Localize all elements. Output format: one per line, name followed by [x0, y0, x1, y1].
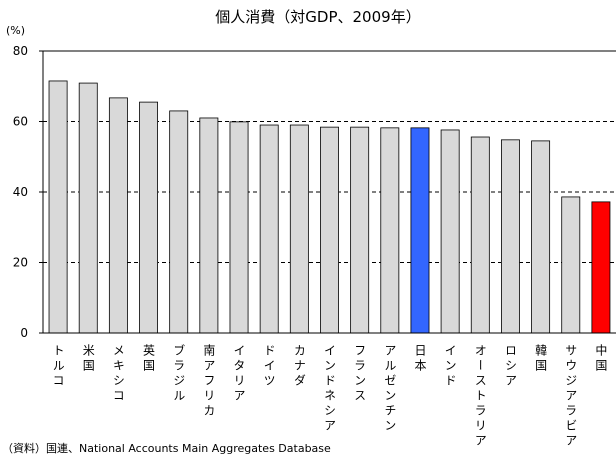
- bar: [199, 117, 219, 334]
- y-tick-label: 0: [20, 326, 28, 340]
- x-tick-label: インドネシア: [323, 344, 337, 434]
- bar: [139, 101, 159, 334]
- bar: [410, 127, 430, 334]
- x-tick-label: 英国: [142, 344, 156, 374]
- bar: [350, 126, 370, 334]
- bar: [108, 97, 128, 334]
- x-tick-label: メキシコ: [111, 344, 125, 404]
- y-tick-label: 20: [13, 256, 28, 270]
- bar: [440, 129, 460, 334]
- bar: [78, 82, 98, 334]
- bar: [380, 127, 400, 334]
- bar: [591, 201, 611, 334]
- x-tick-label: カナダ: [292, 344, 306, 389]
- x-tick-label: フランス: [353, 344, 367, 404]
- x-tick-label: 中国: [594, 343, 608, 374]
- source-note: （資料）国連、National Accounts Main Aggregates…: [2, 441, 331, 455]
- x-tick-label: アルゼンチン: [383, 344, 397, 434]
- bar: [289, 124, 309, 334]
- x-tick-label: 南アフリカ: [202, 343, 216, 419]
- x-tick-label: トルコ: [51, 344, 65, 389]
- bar: [500, 139, 520, 334]
- x-tick-label: 日本: [413, 344, 427, 374]
- bar: [531, 140, 551, 334]
- x-tick-label: インド: [443, 344, 457, 389]
- y-tick-label: 80: [13, 44, 28, 58]
- x-tick-label: ブラジル: [172, 343, 186, 404]
- bar: [48, 80, 68, 334]
- x-tick-label: オーストラリア: [473, 344, 487, 449]
- x-tick-label: サウジアラビア: [564, 344, 578, 449]
- bar: [169, 110, 189, 334]
- chart-title: 個人消費（対GDP、2009年）: [215, 8, 420, 26]
- x-tick-label: イタリア: [232, 344, 246, 404]
- y-tick-label: 40: [13, 185, 28, 199]
- bar: [320, 126, 339, 334]
- x-tick-label: 韓国: [534, 344, 548, 374]
- x-tick-label: ロシア: [503, 344, 517, 389]
- bar: [470, 136, 490, 334]
- bar: [229, 121, 249, 334]
- bar: [259, 124, 279, 334]
- y-unit: (%): [6, 24, 25, 37]
- bar: [561, 196, 581, 334]
- x-tick-label: ドイツ: [262, 344, 276, 389]
- y-tick-label: 60: [13, 115, 28, 129]
- x-tick-label: 米国: [81, 344, 95, 374]
